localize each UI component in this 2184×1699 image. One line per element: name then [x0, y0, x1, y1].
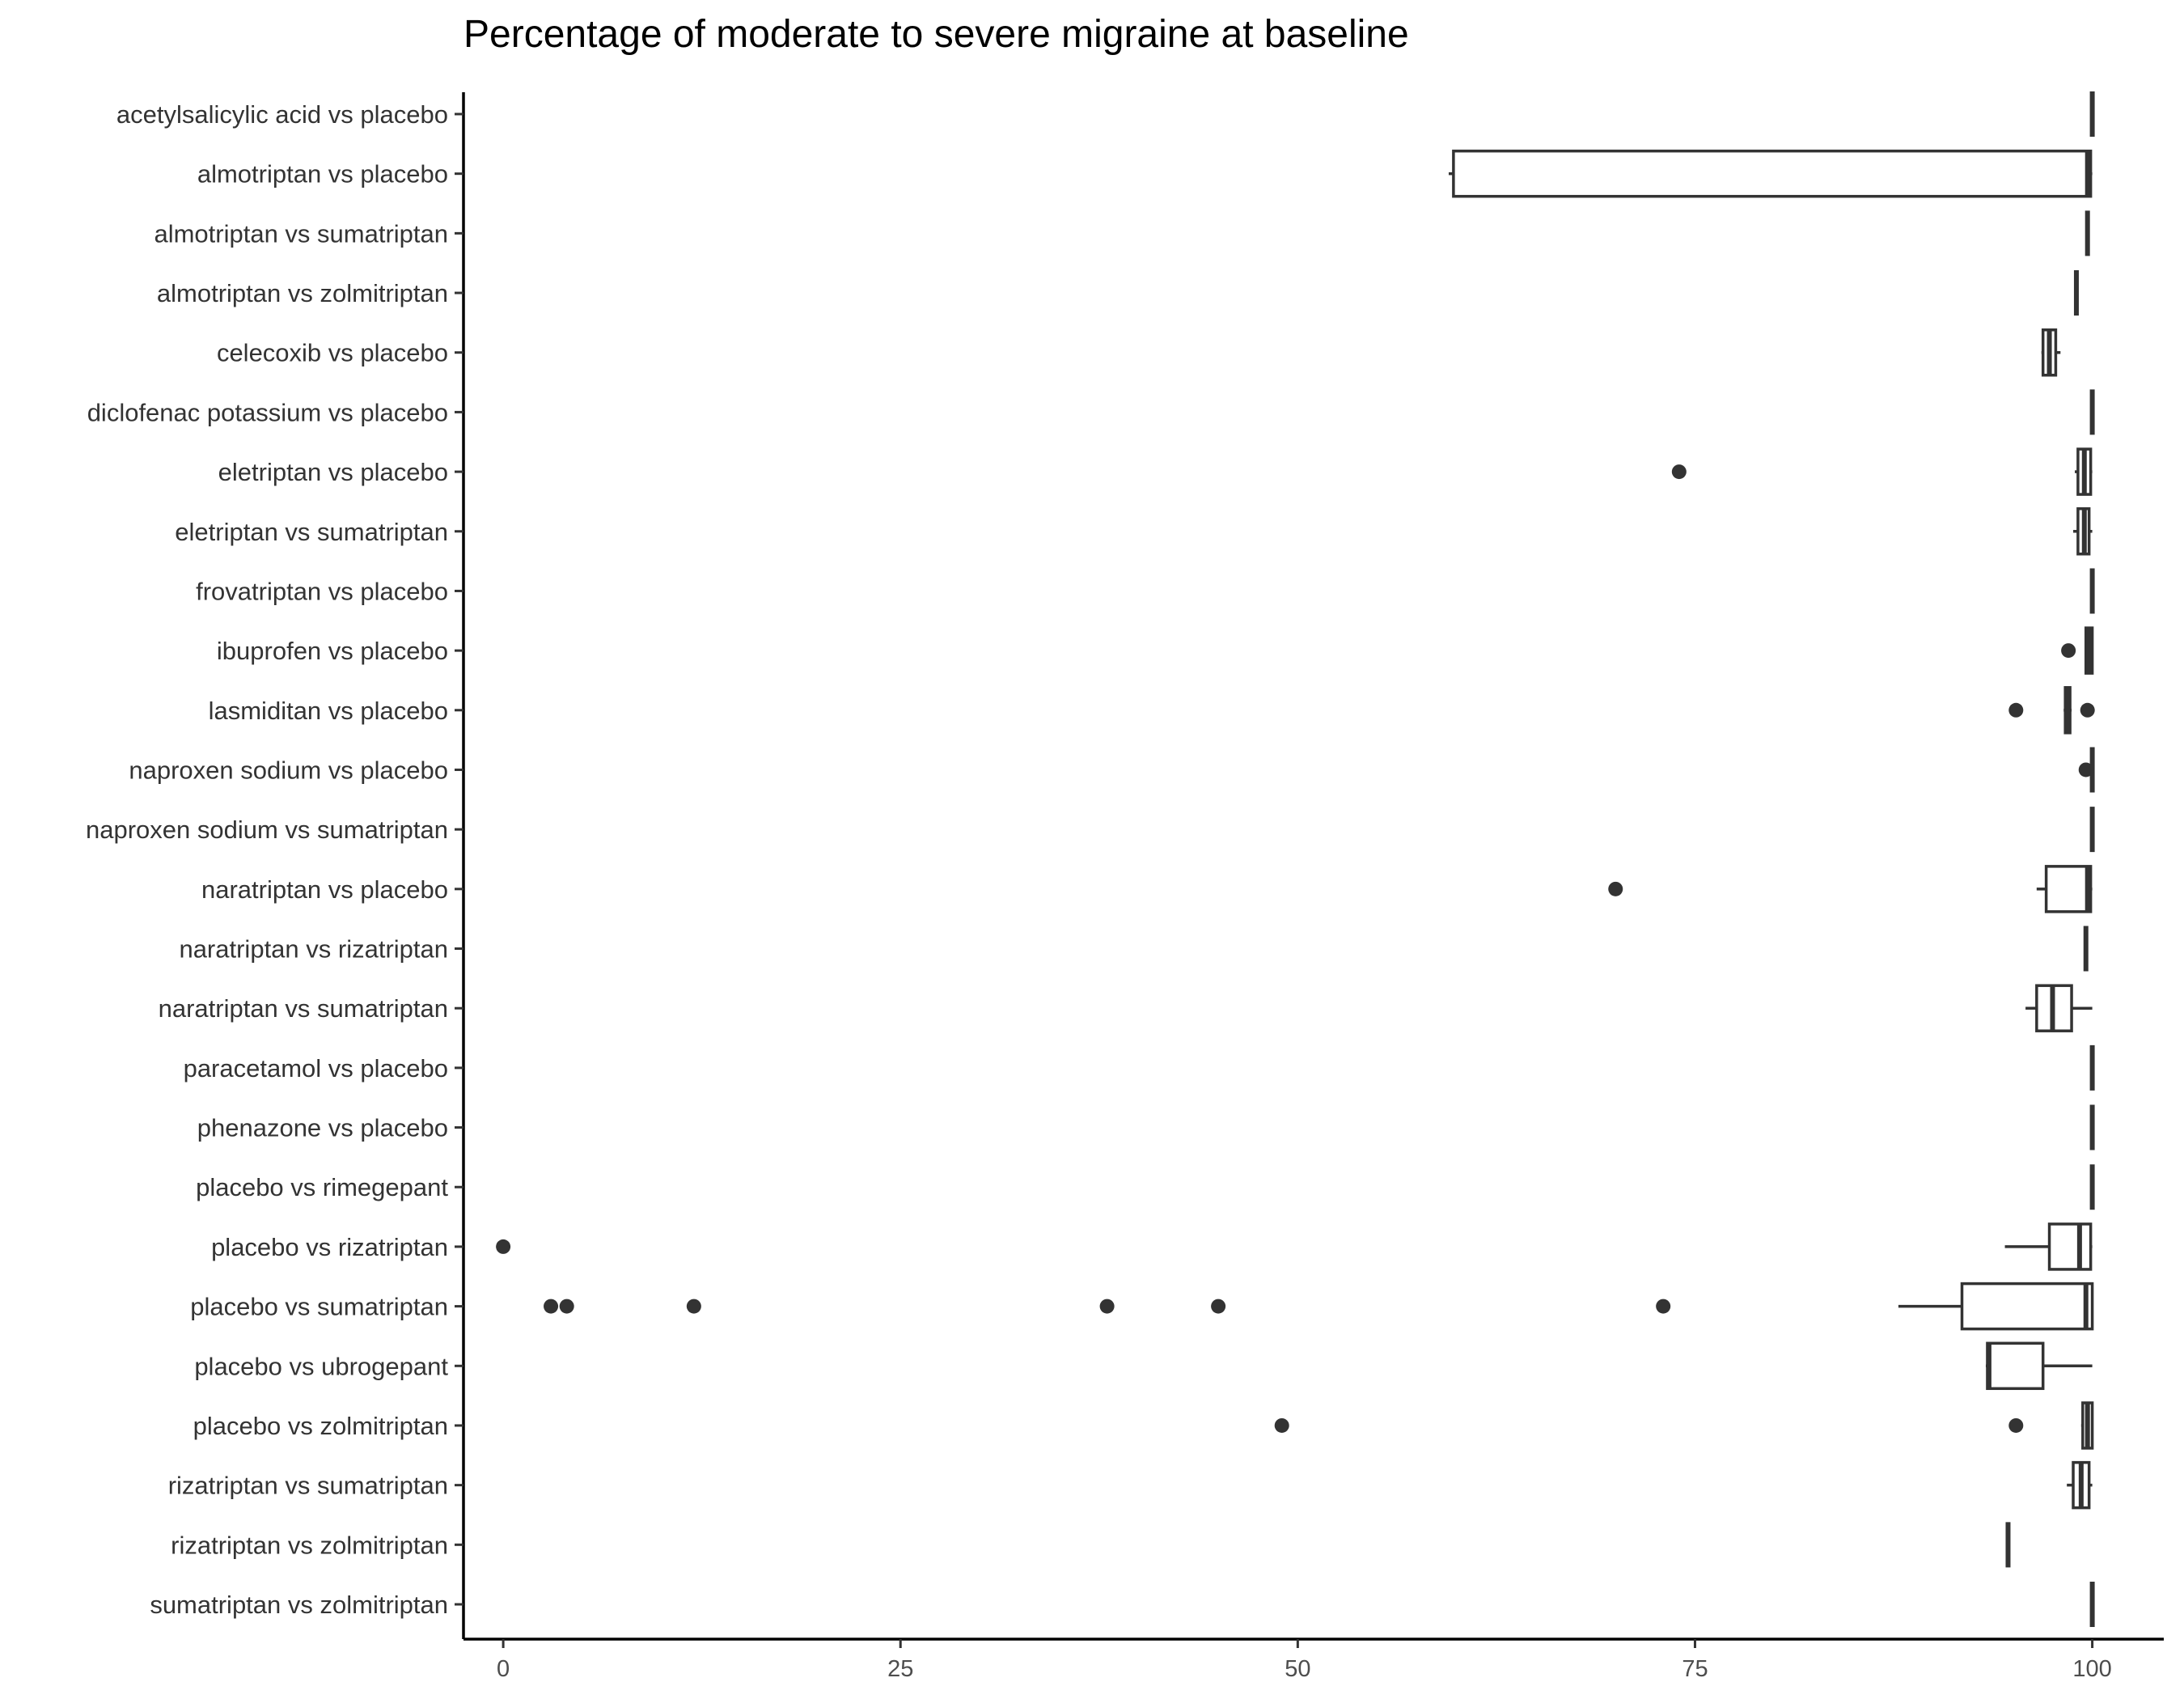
- category-label: ibuprofen vs placebo: [217, 637, 448, 665]
- category-label: eletriptan vs placebo: [218, 458, 448, 486]
- x-axis: 0 25 50 75 100: [497, 1639, 2112, 1682]
- outlier-point: [1608, 881, 1623, 896]
- category-label: rizatriptan vs zolmitriptan: [171, 1531, 448, 1559]
- x-tick-label: 0: [497, 1656, 510, 1682]
- box-group: [496, 1222, 2093, 1271]
- box: [2044, 865, 2093, 913]
- outlier-point: [2080, 702, 2095, 718]
- category-label: placebo vs sumatriptan: [190, 1293, 448, 1321]
- category-label: phenazone vs placebo: [197, 1114, 448, 1142]
- outlier-point: [2061, 643, 2076, 659]
- box-group: [2041, 328, 2061, 377]
- outlier-point: [686, 1299, 701, 1314]
- category-label: placebo vs ubrogepant: [194, 1352, 448, 1380]
- box-group: [2061, 626, 2094, 675]
- outlier-point: [544, 1299, 559, 1314]
- box: [1986, 1341, 2045, 1391]
- box-group: [2073, 507, 2093, 556]
- category-label: naproxen sodium vs sumatriptan: [86, 816, 448, 844]
- category-label: eletriptan vs sumatriptan: [175, 518, 448, 546]
- category-label: diclofenac potassium vs placebo: [87, 398, 448, 426]
- chart-title: Percentage of moderate to severe migrain…: [463, 13, 1409, 56]
- category-label: naratriptan vs rizatriptan: [179, 935, 448, 964]
- category-label: naproxen sodium vs placebo: [129, 756, 448, 784]
- category-label: naratriptan vs sumatriptan: [159, 994, 448, 1023]
- category-label: almotriptan vs placebo: [197, 160, 448, 189]
- category-label: placebo vs zolmitriptan: [193, 1412, 448, 1440]
- x-tick-label: 100: [2072, 1656, 2111, 1682]
- box: [1452, 149, 2093, 198]
- box: [2047, 1222, 2093, 1271]
- outlier-point: [1211, 1299, 1226, 1314]
- box-group: [1448, 149, 2093, 198]
- outlier-point: [1099, 1299, 1115, 1314]
- category-label: acetylsalicylic acid vs placebo: [116, 100, 448, 129]
- category-label: sumatriptan vs zolmitriptan: [150, 1591, 448, 1619]
- outlier-point: [2008, 702, 2024, 718]
- outlier-point: [1671, 464, 1687, 480]
- box-group: [1671, 447, 2093, 496]
- box-group: [2025, 984, 2093, 1032]
- box-group: [544, 1282, 2094, 1331]
- outlier-point: [559, 1299, 574, 1314]
- outlier-point: [1656, 1299, 1671, 1314]
- category-label: placebo vs rimegepant: [196, 1173, 448, 1201]
- category-label: rizatriptan vs sumatriptan: [168, 1472, 448, 1500]
- plot-area: [496, 91, 2095, 1627]
- box-group: [2008, 686, 2095, 735]
- outlier-point: [496, 1239, 511, 1254]
- x-tick-label: 75: [1682, 1656, 1708, 1682]
- box: [1960, 1282, 2094, 1331]
- category-label: naratriptan vs placebo: [201, 875, 448, 904]
- category-label: almotriptan vs sumatriptan: [154, 219, 448, 248]
- x-tick-label: 25: [887, 1656, 913, 1682]
- box-group: [1608, 865, 2093, 913]
- category-label: lasmiditan vs placebo: [209, 697, 448, 725]
- category-label: frovatriptan vs placebo: [196, 577, 448, 605]
- category-label: almotriptan vs zolmitriptan: [157, 279, 448, 307]
- box-group: [1274, 1401, 2094, 1450]
- outlier-point: [2008, 1417, 2024, 1433]
- box-group: [2067, 1460, 2093, 1510]
- outlier-point: [2078, 762, 2093, 777]
- category-label: paracetamol vs placebo: [184, 1054, 448, 1083]
- box-group: [2078, 747, 2095, 793]
- outlier-point: [1274, 1417, 1289, 1433]
- y-axis: acetylsalicylic acid vs placebo almotript…: [86, 100, 463, 1619]
- x-tick-label: 50: [1285, 1656, 1310, 1682]
- category-label: celecoxib vs placebo: [217, 339, 448, 367]
- category-label: placebo vs rizatriptan: [211, 1233, 448, 1261]
- box-group: [1985, 1341, 2093, 1391]
